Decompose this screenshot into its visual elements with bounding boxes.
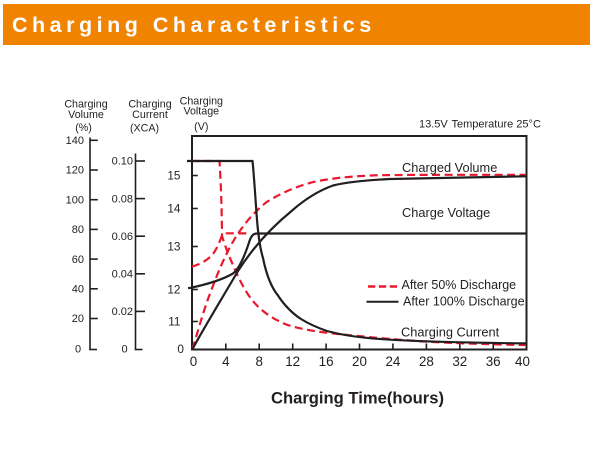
svg-text:0.06: 0.06 (112, 231, 133, 243)
svg-text:40: 40 (72, 284, 84, 296)
svg-text:20: 20 (352, 354, 367, 369)
svg-text:15: 15 (167, 169, 181, 183)
svg-text:14: 14 (167, 202, 181, 216)
svg-text:28: 28 (419, 354, 434, 369)
svg-text:Charging Time(hours): Charging Time(hours) (271, 389, 444, 408)
svg-text:(%): (%) (75, 122, 92, 134)
svg-text:100: 100 (66, 194, 84, 206)
svg-text:4: 4 (222, 354, 230, 369)
svg-text:12: 12 (285, 354, 300, 369)
svg-text:(V): (V) (194, 121, 208, 133)
svg-text:11: 11 (168, 315, 180, 329)
svg-text:Volume: Volume (68, 109, 104, 121)
svg-text:Charging: Charging (180, 95, 223, 107)
svg-text:0: 0 (75, 343, 81, 355)
svg-text:0.04: 0.04 (112, 269, 133, 281)
svg-text:140: 140 (66, 135, 84, 147)
svg-text:0.10: 0.10 (112, 156, 133, 168)
svg-text:0: 0 (190, 354, 197, 369)
svg-text:0.02: 0.02 (112, 306, 133, 318)
svg-text:Charging Current: Charging Current (401, 325, 500, 340)
svg-text:8: 8 (255, 354, 262, 369)
svg-text:13: 13 (167, 240, 181, 254)
svg-text:Charging: Charging (64, 99, 107, 111)
svg-text:Temperature 25°C: Temperature 25°C (452, 118, 541, 130)
svg-text:120: 120 (66, 165, 84, 177)
svg-text:0.08: 0.08 (112, 193, 133, 205)
svg-text:80: 80 (72, 224, 84, 236)
svg-text:40: 40 (515, 354, 530, 369)
svg-text:Charge Voltage: Charge Voltage (402, 205, 490, 220)
svg-text:After 100% Discharge: After 100% Discharge (403, 295, 525, 309)
svg-text:Charged Volume: Charged Volume (402, 160, 497, 175)
svg-text:13.5V: 13.5V (419, 118, 448, 130)
svg-text:Voltage: Voltage (183, 106, 219, 118)
svg-text:24: 24 (385, 354, 400, 369)
svg-text:Current: Current (132, 109, 168, 121)
svg-text:0: 0 (177, 342, 184, 356)
svg-text:36: 36 (486, 354, 501, 369)
svg-text:After 50% Discharge: After 50% Discharge (402, 278, 517, 292)
svg-text:32: 32 (452, 354, 467, 369)
svg-text:Charging: Charging (128, 99, 171, 111)
svg-text:0: 0 (122, 343, 128, 355)
svg-text:12: 12 (167, 283, 180, 297)
svg-text:60: 60 (72, 254, 84, 266)
svg-text:16: 16 (319, 354, 334, 369)
svg-text:20: 20 (72, 313, 84, 325)
svg-text:(XCA): (XCA) (130, 122, 159, 134)
svg-text:Charging Characteristics: Charging Characteristics (12, 13, 376, 37)
